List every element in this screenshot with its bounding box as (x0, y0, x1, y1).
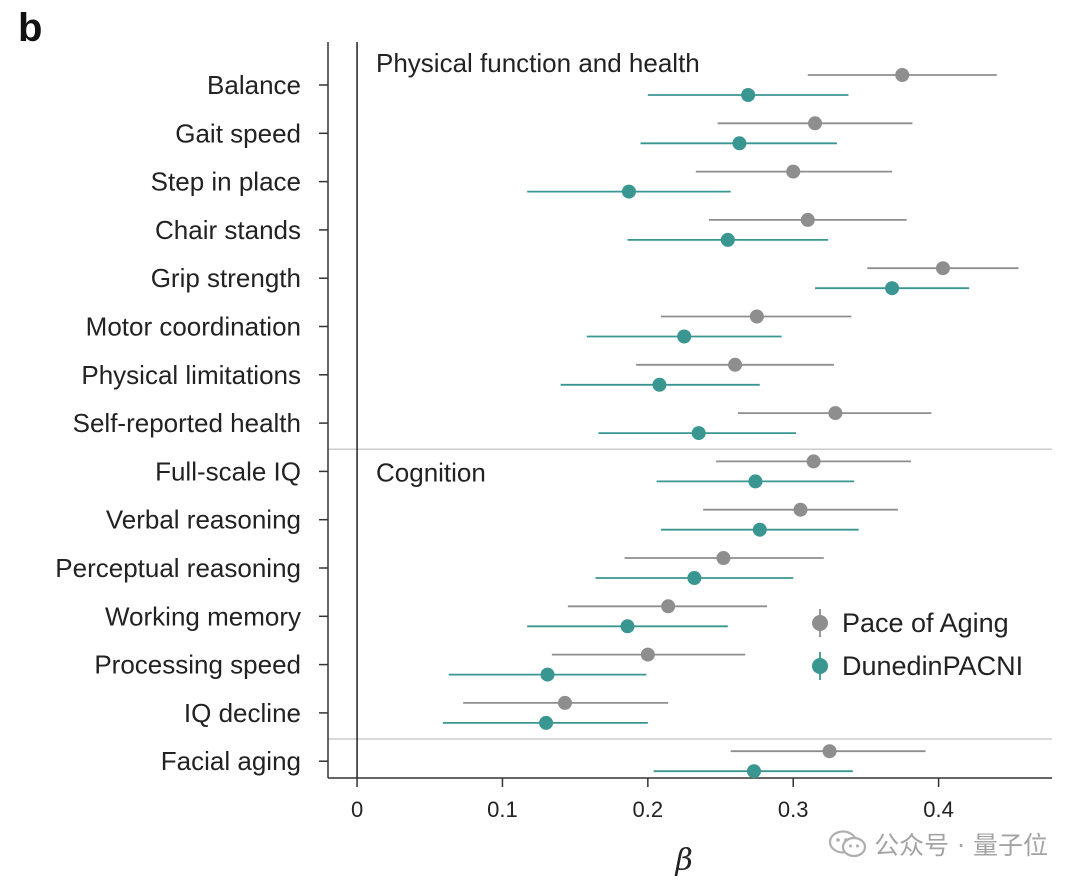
pace-of-aging-point (793, 502, 808, 517)
category-label: Motor coordination (86, 312, 301, 342)
data-marks (442, 68, 1019, 779)
section-label: Physical function and health (376, 48, 700, 78)
axes (327, 42, 1052, 779)
pace-of-aging-point (661, 599, 676, 614)
category-label: Physical limitations (81, 360, 301, 390)
x-tick-label: 0 (351, 797, 363, 822)
x-axis-title: β (675, 843, 693, 878)
pace-of-aging-point (716, 551, 731, 565)
section-label: Cognition (376, 457, 486, 487)
pace-of-aging-point (728, 357, 743, 372)
dunedinpacni-point (746, 764, 761, 779)
x-tick-label: 0.3 (778, 797, 809, 822)
category-label: Chair stands (155, 215, 301, 245)
category-label: Grip strength (151, 263, 301, 293)
pace-of-aging-point (808, 116, 823, 131)
section-separators (328, 448, 1052, 740)
panel-letter: b (18, 6, 43, 50)
pace-of-aging-point (557, 695, 572, 710)
category-label: Self-reported health (73, 408, 301, 438)
x-tick-label: 0.1 (487, 797, 518, 822)
dunedinpacni-point (540, 667, 555, 682)
section-labels: Physical function and health Cognition (376, 48, 700, 487)
category-labels: Balance Gait speed Step in place Chair stan… (55, 70, 328, 776)
x-ticks: 0 0.1 0.2 0.3 0.4 (351, 778, 954, 822)
pace-of-aging-point (786, 164, 801, 179)
wechat-icon (829, 830, 867, 858)
pace-of-aging-point (822, 744, 837, 759)
dunedinpacni-point (652, 377, 667, 392)
category-label: Processing speed (94, 650, 301, 680)
category-label: Step in place (151, 167, 301, 197)
category-label: Verbal reasoning (106, 505, 301, 535)
category-label: Working memory (105, 601, 301, 631)
category-label: Facial aging (161, 746, 301, 776)
category-label: Gait speed (175, 118, 301, 148)
dunedinpacni-point (539, 715, 554, 730)
category-label: IQ decline (184, 698, 301, 728)
dunedinpacni-point (620, 619, 635, 634)
x-tick-label: 0.2 (633, 797, 664, 822)
legend-point-swatch (812, 658, 828, 674)
legend: Pace of Aging DunedinPACNI (812, 608, 1023, 681)
dunedinpacni-point (621, 184, 636, 199)
pace-of-aging-point (749, 309, 764, 324)
pace-of-aging-point (640, 647, 655, 662)
pace-of-aging-point (806, 454, 821, 469)
dunedinpacni-point (677, 329, 692, 344)
dunedinpacni-point (687, 571, 702, 585)
pace-of-aging-point (800, 212, 815, 227)
dunedinpacni-point (732, 136, 747, 151)
dunedinpacni-point (691, 426, 706, 441)
pace-of-aging-point (895, 68, 910, 82)
legend-label: Pace of Aging (842, 608, 1009, 638)
dunedinpacni-point (885, 281, 900, 296)
category-label: Balance (207, 70, 301, 100)
x-tick-label: 0.4 (923, 797, 954, 822)
dunedinpacni-point (741, 88, 756, 102)
pace-of-aging-point (828, 406, 843, 421)
pace-of-aging-point (935, 261, 950, 276)
category-label: Perceptual reasoning (55, 553, 301, 583)
dunedinpacni-point (752, 522, 767, 537)
category-label: Full-scale IQ (155, 456, 301, 486)
watermark-text: 公众号 · 量子位 (874, 831, 1048, 860)
dunedinpacni-point (720, 232, 735, 247)
watermark: 公众号 · 量子位 (828, 826, 1048, 862)
legend-point-swatch (812, 615, 828, 631)
dunedinpacni-point (748, 474, 763, 489)
legend-label: DunedinPACNI (842, 651, 1023, 681)
